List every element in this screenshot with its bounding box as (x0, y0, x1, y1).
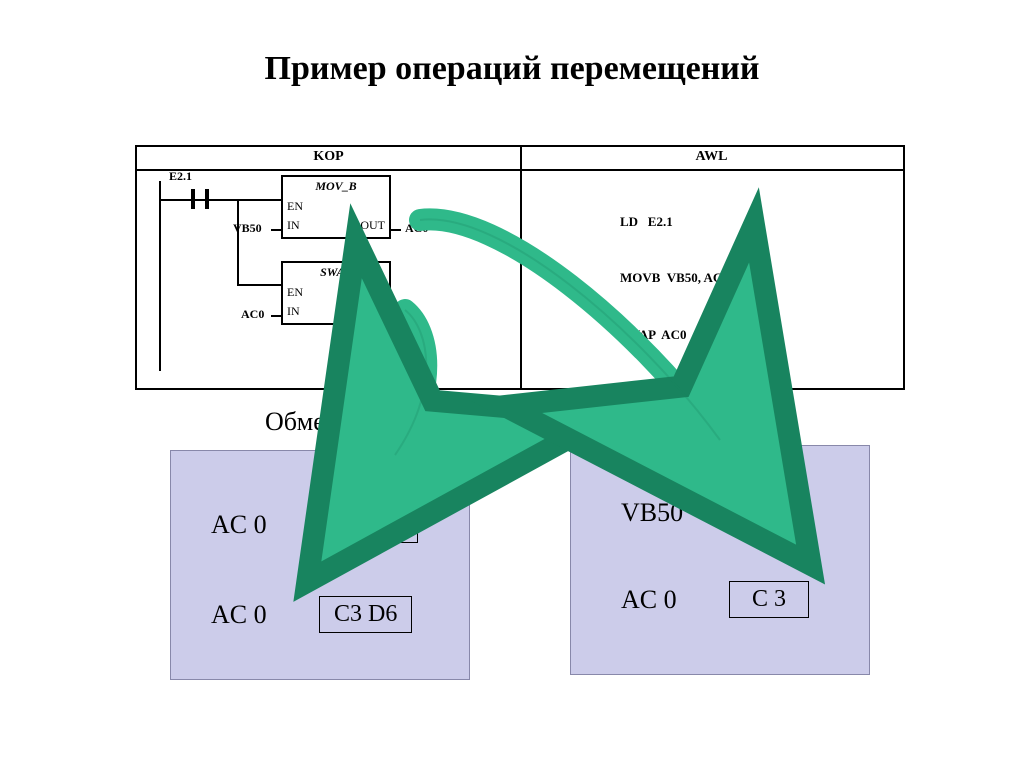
block-mov-b-in: IN (287, 218, 300, 233)
data-panel-swap: AC 0 D6 C 3 AC 0 C3 D6 (170, 450, 470, 680)
swap-row-1-value: D6 C 3 (319, 506, 418, 543)
block-mov-b-en: EN (287, 199, 303, 214)
swap-row-2-value: C3 D6 (319, 596, 412, 633)
tick-mov-out (391, 229, 401, 231)
page-title: Пример операций перемещений (0, 50, 1024, 88)
swap-row-1: AC 0 D6 C 3 (211, 506, 418, 543)
panel-title-swap: Обмен (265, 407, 339, 437)
left-power-rail (159, 181, 161, 371)
transfer-row-1-label: VB50 (621, 498, 711, 528)
block-mov-b-out: OUT (360, 218, 385, 233)
block-swap-in: IN (287, 304, 300, 319)
transfer-row-2-label: AC 0 (621, 585, 711, 615)
kop-ladder: E2.1 MOV_B EN IN OUT VB50 AC0 SWAP EN IN… (137, 171, 520, 388)
awl-code: LD E2.1 MOVB VB50, AC0 SWAP AC0 (520, 175, 903, 382)
label-ac0-in: AC0 (241, 307, 264, 322)
block-mov-b: MOV_B EN IN OUT (281, 175, 391, 239)
plc-diagram-panel: KOP AWL E2.1 MOV_B EN IN OUT VB50 AC0 SW… (135, 145, 905, 390)
swap-row-2: AC 0 C3 D6 (211, 596, 412, 633)
wire-branch-down (237, 200, 239, 286)
transfer-row-2-value: C 3 (729, 581, 809, 618)
tick-swap-in (271, 315, 281, 317)
transfer-row-2: AC 0 C 3 (621, 581, 809, 618)
wire-to-block2-en (237, 284, 281, 286)
block-swap-title: SWAP (283, 265, 389, 280)
transfer-row-1-value: C 3 (729, 494, 809, 531)
awl-line-2: MOVB VB50, AC0 (620, 269, 903, 288)
data-panel-transfer: VB50 C 3 AC 0 C 3 (570, 445, 870, 675)
awl-header: AWL (520, 149, 903, 165)
swap-row-1-label: AC 0 (211, 510, 301, 540)
awl-line-1: LD E2.1 (620, 213, 903, 232)
label-ac0-out: AC0 (405, 221, 428, 236)
swap-row-2-label: AC 0 (211, 600, 301, 630)
contact-e21-label: E2.1 (169, 169, 192, 184)
awl-line-3: SWAP AC0 (620, 326, 903, 345)
tick-mov-in (271, 229, 281, 231)
wire-rail-to-block1 (161, 199, 281, 201)
block-swap: SWAP EN IN (281, 261, 391, 325)
block-mov-b-title: MOV_B (283, 179, 389, 194)
transfer-row-1: VB50 C 3 (621, 494, 809, 531)
block-swap-en: EN (287, 285, 303, 300)
kop-header: KOP (137, 149, 520, 165)
panel-title-transfer: Передача (610, 410, 713, 440)
